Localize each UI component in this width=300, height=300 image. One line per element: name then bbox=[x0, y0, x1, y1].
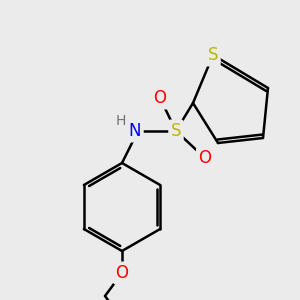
Text: N: N bbox=[129, 122, 141, 140]
Text: O: O bbox=[199, 149, 212, 167]
Text: O: O bbox=[154, 89, 166, 107]
Text: H: H bbox=[116, 114, 126, 128]
Text: O: O bbox=[116, 264, 128, 282]
Text: S: S bbox=[171, 122, 181, 140]
Text: S: S bbox=[208, 46, 218, 64]
